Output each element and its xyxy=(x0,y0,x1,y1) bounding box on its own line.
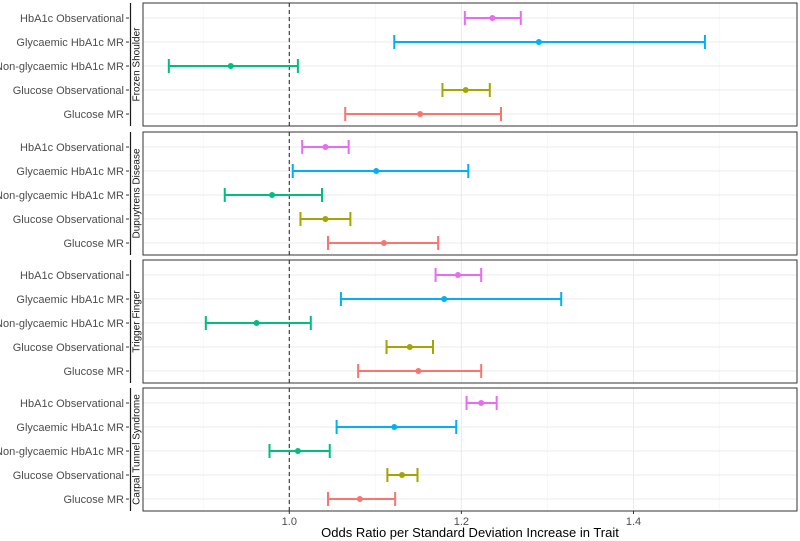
facet-label: Dupuytrens Disease xyxy=(132,148,143,238)
x-axis: 1.0 1.2 1.4 xyxy=(282,511,641,528)
y-tick-label: Glucose MR xyxy=(63,494,124,506)
error-bar xyxy=(434,268,483,282)
y-tick-label: HbA1c Observational xyxy=(20,270,124,282)
error-bar xyxy=(299,212,352,226)
panel-background xyxy=(143,132,797,255)
y-tick-label: HbA1c Observational xyxy=(20,142,124,154)
point-estimate xyxy=(417,111,424,117)
panels-layer: Frozen Shoulder HbA1c Observational Glycae… xyxy=(0,2,798,512)
error-bar xyxy=(204,316,312,330)
point-estimate xyxy=(454,272,461,278)
y-tick-label: HbA1c Observational xyxy=(20,398,124,410)
y-tick-label: Glycaemic HbA1c MR xyxy=(16,294,124,306)
y-tick-label: Glucose MR xyxy=(63,366,124,378)
error-bar xyxy=(335,420,458,434)
point-estimate xyxy=(373,168,380,174)
panel-border xyxy=(142,2,798,127)
y-tick-label: Non-glycaemic HbA1c MR xyxy=(0,61,124,73)
error-bar xyxy=(339,292,563,306)
panel-dupuytrens-disease: Dupuytrens Disease HbA1c Observational Gly… xyxy=(0,131,798,256)
facet-label: Carpal Tunnel Syndrome xyxy=(132,394,143,505)
panel-carpal-tunnel-syndrome: Carpal Tunnel Syndrome HbA1c Observationa… xyxy=(0,387,798,512)
point-estimate xyxy=(253,320,260,326)
y-tick-label: Glucose MR xyxy=(63,109,124,121)
error-bar xyxy=(268,444,331,458)
error-bar xyxy=(386,468,419,482)
point-estimate xyxy=(269,192,276,198)
error-bar xyxy=(463,11,522,25)
y-tick-label: Glycaemic HbA1c MR xyxy=(16,37,124,49)
point-estimate xyxy=(227,63,234,69)
error-bar xyxy=(327,492,397,506)
panel-border xyxy=(142,259,798,384)
panel-background xyxy=(143,3,797,126)
point-estimate xyxy=(322,144,329,150)
x-tick-label: 1.2 xyxy=(454,516,469,528)
error-bar xyxy=(223,188,323,202)
point-estimate xyxy=(462,87,469,93)
panel-background xyxy=(143,388,797,511)
x-axis-title: Odds Ratio per Standard Deviation Increa… xyxy=(321,525,619,540)
error-bar xyxy=(167,59,299,73)
point-estimate xyxy=(415,368,422,374)
x-tick-label: 1.0 xyxy=(282,516,297,528)
error-bar xyxy=(301,140,350,154)
point-estimate xyxy=(489,15,496,21)
y-tick-label: Non-glycaemic HbA1c MR xyxy=(0,318,124,330)
error-bar xyxy=(385,340,434,354)
point-estimate xyxy=(380,240,387,246)
y-tick-label: HbA1c Observational xyxy=(20,13,124,25)
y-tick-label: Non-glycaemic HbA1c MR xyxy=(0,446,124,458)
y-tick-label: Glucose Observational xyxy=(13,214,124,226)
panel-trigger-finger: Trigger Finger HbA1c Observational Glycaem… xyxy=(0,259,798,384)
y-tick-label: Glycaemic HbA1c MR xyxy=(16,422,124,434)
point-estimate xyxy=(441,296,448,302)
point-estimate xyxy=(478,400,485,406)
point-estimate xyxy=(399,472,406,478)
point-estimate xyxy=(294,448,301,454)
point-estimate xyxy=(406,344,413,350)
point-estimate xyxy=(535,39,542,45)
y-tick-label: Glucose Observational xyxy=(13,342,124,354)
error-bar xyxy=(327,236,440,250)
y-tick-label: Glucose Observational xyxy=(13,85,124,97)
panel-border xyxy=(142,131,798,256)
facet-label: Frozen Shoulder xyxy=(132,27,143,102)
y-tick-label: Glycaemic HbA1c MR xyxy=(16,166,124,178)
error-bar xyxy=(344,107,502,121)
facet-label: Trigger Finger xyxy=(132,290,143,353)
error-bar xyxy=(393,35,706,49)
y-tick-label: Glucose Observational xyxy=(13,470,124,482)
error-bar xyxy=(357,364,483,378)
y-tick-label: Glucose MR xyxy=(63,238,124,250)
panel-frozen-shoulder: Frozen Shoulder HbA1c Observational Glycae… xyxy=(0,2,798,127)
error-bar xyxy=(291,164,470,178)
point-estimate xyxy=(391,424,398,430)
point-estimate xyxy=(356,496,363,502)
panel-border xyxy=(142,387,798,512)
y-tick-label: Non-glycaemic HbA1c MR xyxy=(0,190,124,202)
error-bar xyxy=(465,396,498,410)
panel-background xyxy=(143,260,797,383)
x-tick-label: 1.4 xyxy=(626,516,641,528)
error-bar xyxy=(441,83,491,97)
point-estimate xyxy=(322,216,329,222)
